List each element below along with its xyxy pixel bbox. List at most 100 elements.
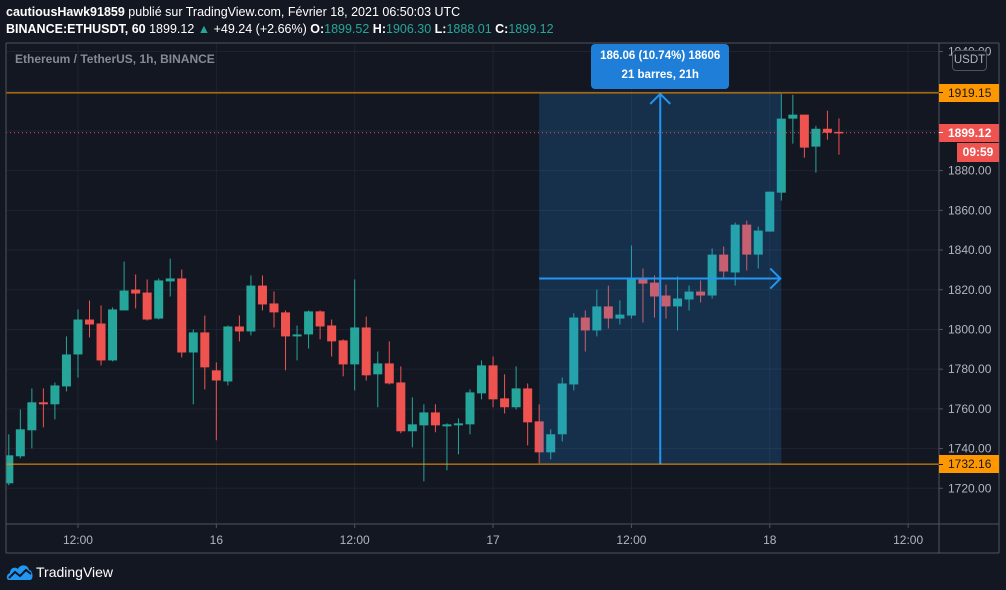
- candle-bullish: [61, 336, 71, 392]
- candle-bearish: [384, 341, 394, 385]
- candle-bearish: [534, 404, 544, 464]
- publish-info-line: cautiousHawk91859 publié sur TradingView…: [6, 4, 554, 21]
- current-price-label: 1899.12: [939, 123, 999, 142]
- candle-bullish: [730, 222, 740, 286]
- candle-bullish: [350, 279, 360, 391]
- price-tick-label: 1740.00: [948, 442, 992, 456]
- candle-bullish: [292, 325, 302, 361]
- candle-bearish: [269, 291, 279, 328]
- candle-bullish: [6, 434, 14, 486]
- time-tick-label: 12:00: [63, 533, 93, 547]
- candle-bullish: [477, 360, 487, 400]
- candle-bullish: [27, 388, 37, 449]
- price-tick-label: 1760.00: [948, 402, 992, 416]
- symbol-label: BINANCE:ETHUSDT, 60: [6, 22, 146, 36]
- candle-bearish: [523, 383, 533, 446]
- candle-bullish: [223, 325, 233, 386]
- last-price: 1899.12: [149, 22, 195, 36]
- time-tick-label: 12:00: [340, 533, 370, 547]
- candle-bullish: [15, 409, 25, 459]
- candle-bullish: [246, 275, 256, 336]
- candle-bullish: [73, 309, 83, 378]
- candle-bearish: [142, 279, 152, 321]
- time-axis[interactable]: 12:00 16 12:00 17 12:00 18 12:00: [63, 524, 924, 547]
- tradingview-branding[interactable]: TradingView: [6, 562, 113, 582]
- currency-badge[interactable]: USDT: [952, 50, 987, 71]
- candle-bearish: [85, 300, 95, 338]
- candle-bullish: [154, 278, 164, 320]
- candle-bearish: [799, 114, 809, 158]
- author-name[interactable]: cautiousHawk91859: [6, 5, 125, 19]
- candle-bearish: [430, 404, 440, 433]
- candle-bullish: [50, 382, 60, 420]
- price-change: +49.24 (+2.66%): [213, 22, 307, 36]
- drawings[interactable]: [539, 92, 782, 465]
- close-value: 1899.12: [508, 22, 554, 36]
- tick-mark: [939, 463, 943, 465]
- candle-bearish: [719, 246, 729, 278]
- candle-bullish: [108, 307, 118, 362]
- candle-bearish: [742, 220, 752, 271]
- high-value: 1906.30: [386, 22, 432, 36]
- candle-bullish: [811, 125, 821, 173]
- lower-level-price-label[interactable]: 1732.16: [939, 455, 999, 474]
- candle-bearish: [834, 118, 844, 155]
- triangle-up-icon: ▲: [197, 22, 211, 36]
- candle-bullish: [188, 329, 198, 405]
- candle-bullish: [765, 191, 775, 232]
- lower-level-price-text: 1732.16: [948, 457, 992, 472]
- price-tick-label: 1840.00: [948, 243, 992, 257]
- publish-info: publié sur TradingView.com, Février 18, …: [128, 5, 461, 19]
- grid-lines: [6, 43, 939, 524]
- open-value: 1899.52: [324, 22, 370, 36]
- date-price-range-label[interactable]: 186.06 (10.74%) 18606 21 barres, 21h: [591, 43, 730, 89]
- candle-bullish: [511, 366, 521, 410]
- tick-mark: [939, 92, 943, 94]
- tick-mark: [939, 132, 943, 134]
- candle-bullish: [776, 93, 786, 201]
- candle-bullish: [788, 94, 798, 144]
- high-label: H:: [372, 22, 386, 36]
- candle-bearish: [338, 339, 348, 377]
- candle-bearish: [361, 316, 371, 381]
- price-axis[interactable]: 1720.00 1740.00 1760.00 1780.00 1800.00 1820.…: [939, 45, 992, 496]
- time-tick-label: 12:00: [616, 533, 646, 547]
- candle-bullish: [453, 418, 463, 455]
- candle-bearish: [315, 310, 325, 340]
- open-label: O:: [310, 22, 325, 36]
- candle-bearish: [396, 366, 406, 434]
- price-levels[interactable]: [6, 92, 939, 465]
- candle-bullish: [373, 351, 383, 408]
- price-tick-label: 1800.00: [948, 322, 992, 336]
- candle-bearish: [38, 388, 48, 428]
- candle-bullish: [673, 276, 683, 331]
- symbol-info-line: BINANCE:ETHUSDT, 60 1899.12 ▲ +49.24 (+2…: [6, 21, 554, 38]
- candle-bullish: [753, 226, 763, 269]
- candle-bearish: [131, 274, 141, 309]
- candles[interactable]: [4, 93, 844, 486]
- candle-bearish: [649, 275, 659, 318]
- candle-bearish: [580, 310, 590, 352]
- upper-level-price-label[interactable]: 1919.15: [939, 83, 999, 102]
- candle-bullish: [304, 310, 314, 349]
- bar-range-text: 21 barres, 21h: [621, 68, 699, 81]
- candle-bearish: [696, 280, 706, 303]
- candle-bearish: [822, 110, 832, 140]
- bar-countdown: 09:59: [957, 142, 999, 162]
- candle-bullish: [569, 313, 579, 391]
- candle-bullish: [684, 285, 694, 311]
- candle-bearish: [96, 305, 106, 366]
- candle-bullish: [592, 289, 602, 337]
- candle-bearish: [603, 285, 613, 329]
- candle-bullish: [165, 258, 175, 297]
- price-range-text: 186.06 (10.74%) 18606: [600, 49, 721, 62]
- chart-borders: [5, 42, 1000, 554]
- arrow-right-icon: [769, 267, 782, 290]
- candle-bearish: [200, 315, 210, 390]
- candle-bearish: [257, 275, 267, 311]
- current-price-text: 1899.12: [948, 125, 992, 140]
- price-tick-label: 1720.00: [948, 481, 992, 495]
- candle-bearish: [281, 310, 291, 371]
- candle-bearish: [488, 356, 498, 408]
